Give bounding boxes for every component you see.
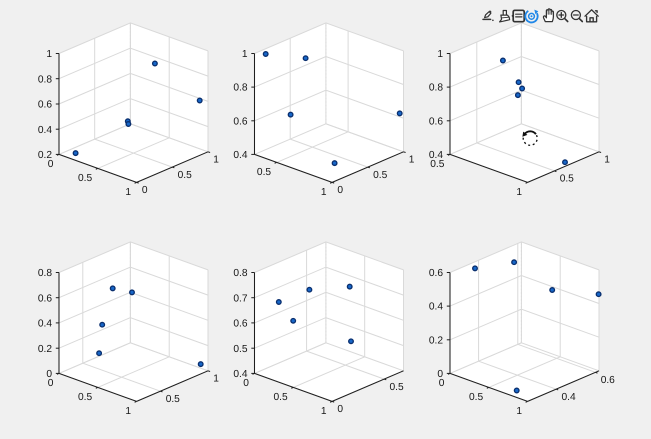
svg-text:1: 1 [46,49,52,60]
svg-text:0.6: 0.6 [233,319,247,330]
svg-text:0.4: 0.4 [429,150,443,161]
svg-text:0.2: 0.2 [429,335,443,346]
svg-text:1: 1 [516,406,522,417]
svg-text:0: 0 [337,185,343,196]
svg-text:0.5: 0.5 [373,170,387,181]
svg-text:0: 0 [142,185,148,196]
svg-text:0.8: 0.8 [233,83,247,94]
svg-text:1: 1 [213,155,219,166]
svg-text:0.8: 0.8 [429,83,443,94]
svg-text:0.5: 0.5 [430,159,444,170]
svg-text:0.4: 0.4 [233,150,247,161]
svg-text:0: 0 [337,404,343,415]
svg-text:1: 1 [321,187,327,198]
svg-text:0.5: 0.5 [274,392,288,403]
svg-text:1: 1 [321,406,327,417]
svg-text:0.6: 0.6 [38,293,52,304]
svg-text:0.5: 0.5 [469,392,483,403]
svg-text:0.5: 0.5 [390,382,404,393]
svg-text:0.4: 0.4 [38,125,52,136]
svg-text:0.2: 0.2 [38,344,52,355]
svg-text:0.4: 0.4 [233,369,247,380]
svg-text:0.4: 0.4 [562,392,576,403]
svg-text:0: 0 [243,378,249,389]
svg-text:0.8: 0.8 [233,268,247,279]
svg-text:1: 1 [242,49,248,60]
svg-text:1: 1 [516,187,522,198]
svg-text:0.5: 0.5 [233,344,247,355]
svg-text:0: 0 [46,369,52,380]
svg-text:0: 0 [437,369,443,380]
svg-text:0.5: 0.5 [257,167,271,178]
svg-text:0: 0 [48,159,54,170]
svg-text:0.4: 0.4 [429,302,443,313]
svg-text:0.5: 0.5 [78,392,92,403]
svg-text:0.5: 0.5 [78,173,92,184]
svg-text:1: 1 [409,155,415,166]
svg-text:0.8: 0.8 [38,268,52,279]
svg-text:0.6: 0.6 [233,116,247,127]
svg-text:1: 1 [213,374,219,385]
svg-text:0.4: 0.4 [38,319,52,330]
svg-text:0.5: 0.5 [560,174,574,185]
svg-text:0: 0 [48,378,54,389]
svg-text:0.2: 0.2 [38,150,52,161]
svg-text:0.6: 0.6 [601,375,615,386]
svg-text:0: 0 [439,378,445,389]
svg-text:0.6: 0.6 [429,116,443,127]
svg-text:0.8: 0.8 [38,74,52,85]
svg-text:0.7: 0.7 [233,293,247,304]
svg-text:1: 1 [125,406,131,417]
svg-text:0.5: 0.5 [166,394,180,405]
svg-text:1: 1 [125,187,131,198]
svg-text:0.6: 0.6 [429,268,443,279]
svg-text:0.5: 0.5 [178,170,192,181]
svg-text:0.6: 0.6 [38,100,52,111]
svg-text:1: 1 [437,49,443,60]
svg-text:1: 1 [604,155,610,166]
